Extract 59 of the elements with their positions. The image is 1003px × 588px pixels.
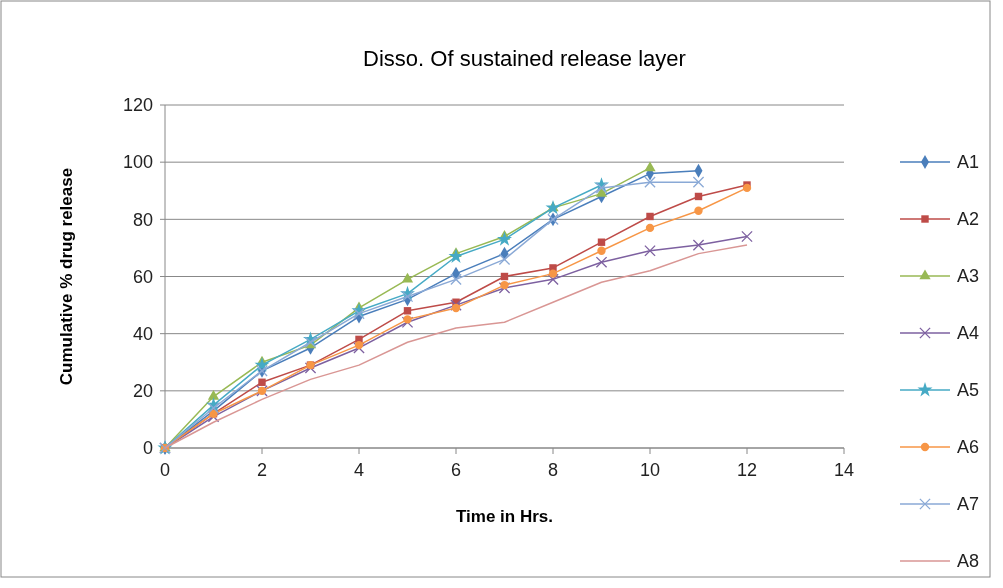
point [496,231,513,246]
y-tick-label: 80 [132,209,153,230]
point [597,246,606,255]
legend-label: A5 [957,380,980,401]
point [401,272,414,283]
point [742,183,752,193]
point [207,402,220,414]
x-tick-label: 10 [639,460,661,480]
point [354,340,364,350]
point [548,269,558,278]
x-tick-label: 8 [547,460,559,480]
point [645,223,655,233]
y-tick-label: 120 [122,95,153,116]
legend-label: A2 [957,209,980,230]
chart-title: Disso. Of sustained release layer [363,46,686,71]
point [403,307,412,315]
x-tick-label: 0 [159,460,171,480]
point [258,378,266,386]
x-tick-label: 6 [450,460,462,480]
legend-label: A4 [957,323,980,344]
point [500,280,509,290]
point [694,206,703,215]
point [353,307,365,320]
x-tick-label: 12 [736,460,758,480]
y-tick-label: 40 [132,323,153,344]
x-tick-label: 4 [353,460,365,480]
y-tick-label: 20 [132,381,153,402]
legend-label: A3 [957,266,980,287]
point [595,256,608,268]
legend-label: A7 [957,494,980,515]
point [692,239,705,251]
point [403,315,412,324]
x-tick-label: 2 [256,460,268,480]
point [644,176,656,188]
point [595,182,608,194]
x-tick-label: 14 [833,460,855,480]
point [597,238,606,246]
point [741,230,753,243]
point [498,282,511,294]
point [646,212,654,221]
point [644,161,656,172]
point [304,362,317,374]
y-tick-label: 60 [132,266,153,287]
legend-label: A1 [957,152,980,173]
point [450,273,462,286]
point [498,253,511,266]
point [401,290,414,303]
x-axis-title: Time in Hrs. [456,507,553,526]
point [451,303,461,313]
point [692,176,705,188]
legend-label: A8 [957,551,980,572]
y-tick-label: 100 [122,152,153,173]
point [644,245,656,257]
legend-label: A6 [957,437,980,458]
point [547,273,559,286]
point [448,248,464,263]
point [207,390,220,400]
y-axis-title: Cumulative % drug release [57,167,76,386]
y-tick-label: 0 [142,438,153,459]
